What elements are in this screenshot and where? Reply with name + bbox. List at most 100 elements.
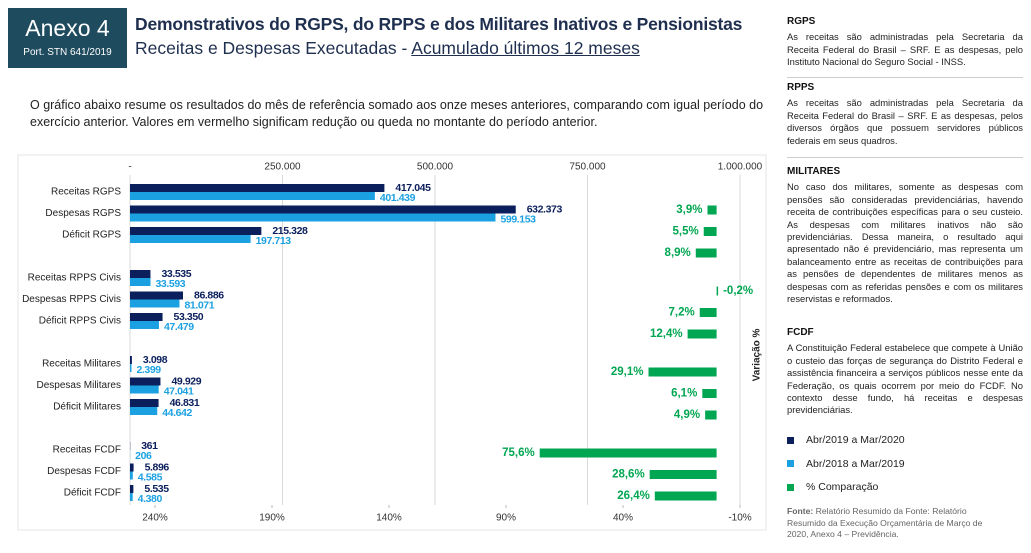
y-tick-label: Despesas Militares xyxy=(37,380,121,391)
y-tick-label: Receitas RPPS Civis xyxy=(28,273,121,284)
title: Demonstrativos do RGPS, do RPPS e dos Mi… xyxy=(135,14,743,34)
comparison-label: 26,4% xyxy=(617,490,650,502)
source: Fonte: Relatório Resumido da Fonte: Rela… xyxy=(787,506,987,541)
bar-label: 599.153 xyxy=(500,213,536,225)
bar-label: 47.041 xyxy=(164,385,194,397)
comparison-bar xyxy=(695,248,717,258)
note-text: As receitas são administradas pela Secre… xyxy=(787,31,1023,68)
x2-axis-label: Variação % xyxy=(752,328,763,381)
bar-label: 5.535 xyxy=(144,483,169,495)
note-text: No caso dos militares, somente as despes… xyxy=(787,181,1023,305)
comparison-bar xyxy=(716,286,719,296)
bar-label: 33.535 xyxy=(161,268,191,280)
comparison-label: 5,5% xyxy=(673,226,699,238)
legend-item: % Comparação xyxy=(787,481,878,493)
x2-tick-label: 140% xyxy=(376,513,402,524)
y-tick-label: Déficit RPPS Civis xyxy=(39,316,121,327)
badge: Anexo 4 Port. STN 641/2019 xyxy=(8,8,127,68)
x2-tick-label: 90% xyxy=(496,513,516,524)
x-tick-label: - xyxy=(128,162,131,173)
source-text: Relatório Resumido da Fonte: Relatório R… xyxy=(787,506,983,539)
intro: O gráfico abaixo resume os resultados do… xyxy=(30,98,764,129)
comparison-bar xyxy=(687,329,717,339)
bar xyxy=(130,235,251,243)
bar-label: 417.045 xyxy=(395,182,431,194)
legend-label: Abr/2018 a Mar/2019 xyxy=(806,457,905,470)
bar xyxy=(130,493,133,501)
legend-item: Abr/2019 a Mar/2020 xyxy=(787,434,905,446)
bar xyxy=(130,399,159,407)
bar-label: 53.350 xyxy=(174,311,204,323)
bar xyxy=(130,205,516,214)
y-tick-label: Déficit RGPS xyxy=(62,230,121,241)
comparison-bar xyxy=(649,470,717,479)
comparison-bar xyxy=(703,227,717,236)
bar xyxy=(130,313,163,321)
x-tick-label: 500.000 xyxy=(417,162,454,173)
comparison-bar xyxy=(705,410,717,420)
note-section: MILITARES No caso dos militares, somente … xyxy=(787,166,1023,305)
bar xyxy=(130,291,184,300)
source-label: Fonte: xyxy=(787,506,814,516)
bar-label: 361 xyxy=(141,440,158,452)
bar xyxy=(130,356,132,364)
comparison-label: 29,1% xyxy=(611,366,644,378)
bar-label: 401.439 xyxy=(380,192,416,204)
y-tick-label: Despesas RGPS xyxy=(45,208,121,219)
bar-label: 4.380 xyxy=(138,493,163,505)
bar-label: 47.479 xyxy=(164,321,194,333)
note-text: As receitas são administradas pela Secre… xyxy=(787,97,1023,146)
comparison-label: 28,6% xyxy=(612,469,645,481)
note-section: FCDF A Constituição Federal estabelece qu… xyxy=(787,327,1023,417)
bar xyxy=(130,385,159,394)
subtitle: Receitas e Despesas Executadas - Acumula… xyxy=(135,38,640,59)
badge-subtitle: Port. STN 641/2019 xyxy=(23,47,112,58)
comparison-bar xyxy=(539,448,717,458)
comparison-bar xyxy=(648,367,717,377)
bar xyxy=(130,485,134,493)
bar-label: 4.585 xyxy=(138,471,163,483)
bar-label: 5.896 xyxy=(145,461,170,473)
bar xyxy=(130,377,161,386)
separator xyxy=(787,157,1023,158)
x2-tick-label: 40% xyxy=(613,513,633,524)
bar xyxy=(130,213,496,222)
bar xyxy=(130,278,151,286)
y-tick-label: Despesas RPPS Civis xyxy=(22,294,121,305)
legend-item: Abr/2018 a Mar/2019 xyxy=(787,458,905,470)
y-tick-label: Receitas RGPS xyxy=(51,187,121,198)
comparison-label: 7,2% xyxy=(669,307,695,319)
bar xyxy=(130,184,385,192)
comparison-label: 4,9% xyxy=(674,409,700,421)
y-tick-label: Déficit FCDF xyxy=(64,488,121,499)
subtitle-underlined: Acumulado últimos 12 meses xyxy=(411,38,640,58)
comparison-label: 75,6% xyxy=(502,447,535,459)
note-section: RGPS As receitas são administradas pela S… xyxy=(787,16,1023,69)
x-tick-label: 250.000 xyxy=(264,162,301,173)
bar-label: 197.713 xyxy=(256,235,292,247)
bar-label: 81.071 xyxy=(184,299,214,311)
bar xyxy=(130,321,159,329)
comparison-label: -0,2% xyxy=(723,285,753,297)
bar-label: 49.929 xyxy=(171,375,201,387)
bar xyxy=(130,270,151,278)
bar-label: 46.831 xyxy=(170,397,200,409)
comparison-bar xyxy=(707,205,717,215)
bar xyxy=(130,463,134,472)
bar-label: 86.886 xyxy=(194,289,224,301)
bar-label: 3.098 xyxy=(143,354,168,366)
y-tick-label: Receitas Militares xyxy=(42,359,121,370)
legend-swatch xyxy=(787,436,794,444)
x-tick-label: 1.000.000 xyxy=(718,162,763,173)
legend-label: % Comparação xyxy=(806,481,879,493)
bar-label: 33.593 xyxy=(155,278,185,290)
plot-frame xyxy=(17,154,767,531)
y-tick-label: Déficit Militares xyxy=(53,402,121,413)
comparison-label: 6,1% xyxy=(671,388,697,400)
note-heading: RPPS xyxy=(787,82,815,93)
note-heading: FCDF xyxy=(787,327,814,338)
note-section: RPPS As receitas são administradas pela S… xyxy=(787,82,1023,147)
comparison-label: 12,4% xyxy=(650,328,683,340)
comparison-bar xyxy=(699,308,717,317)
